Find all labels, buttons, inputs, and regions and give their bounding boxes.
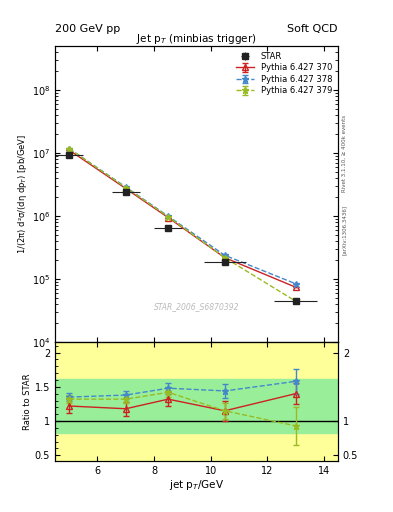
Bar — [55, 378, 338, 433]
Text: Rivet 3.1.10, ≥ 400k events: Rivet 3.1.10, ≥ 400k events — [342, 115, 346, 192]
Y-axis label: 1/(2π) d²σ/(dη dp$_T$) [pb/GeV]: 1/(2π) d²σ/(dη dp$_T$) [pb/GeV] — [16, 134, 29, 254]
Text: [arXiv:1306.3436]: [arXiv:1306.3436] — [342, 205, 346, 255]
Bar — [55, 343, 338, 461]
Text: STAR_2006_S6870392: STAR_2006_S6870392 — [154, 302, 239, 311]
Y-axis label: Ratio to STAR: Ratio to STAR — [23, 373, 32, 430]
X-axis label: jet p$_T$/GeV: jet p$_T$/GeV — [169, 478, 224, 493]
Text: 200 GeV pp: 200 GeV pp — [55, 24, 120, 34]
Legend: STAR, Pythia 6.427 370, Pythia 6.427 378, Pythia 6.427 379: STAR, Pythia 6.427 370, Pythia 6.427 378… — [234, 50, 334, 97]
Title: Jet p$_T$ (minbias trigger): Jet p$_T$ (minbias trigger) — [136, 32, 257, 46]
Text: Soft QCD: Soft QCD — [288, 24, 338, 34]
